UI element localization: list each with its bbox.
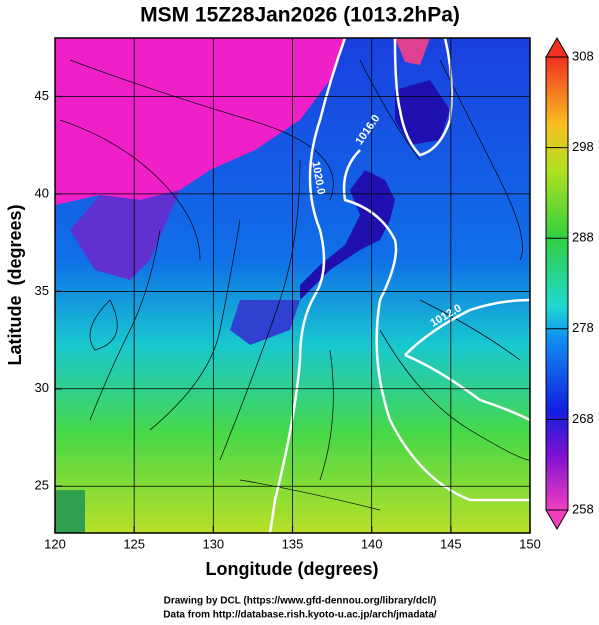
y-tick-label: 25 (35, 478, 49, 493)
colorbar-tick-label: 268 (572, 411, 594, 426)
colorbar (545, 56, 569, 511)
colorbar-tick-label: 278 (572, 320, 594, 335)
footer-line: Drawing by DCL (https://www.gfd-dennou.o… (164, 596, 437, 607)
x-axis-label: Longitude (degrees) (205, 559, 378, 579)
title: MSM 15Z28Jan2026 (1013.2hPa) (140, 4, 460, 27)
colorbar-tick-label: 258 (572, 501, 594, 516)
colorbar-tick-label: 298 (572, 139, 594, 154)
y-tick-label: 45 (35, 88, 49, 103)
footer-line: Data from http://database.rish.kyoto-u.a… (163, 610, 437, 621)
y-axis-label: Latitude (degrees) (5, 204, 25, 365)
contour-label: 1020.0 (309, 160, 327, 195)
y-tick-label: 30 (35, 380, 49, 395)
colorbar-tick-label: 308 (572, 48, 594, 63)
streamlines (59, 59, 530, 511)
x-tick-label: 150 (519, 536, 541, 551)
x-tick-label: 135 (282, 536, 304, 551)
x-tick-label: 125 (123, 536, 145, 551)
colorbar-cap (545, 37, 569, 58)
x-tick-label: 145 (440, 536, 462, 551)
colorbar-tick-label: 288 (572, 230, 594, 245)
x-tick-label: 130 (202, 536, 224, 551)
y-tick-label: 40 (35, 185, 49, 200)
x-tick-label: 140 (361, 536, 383, 551)
colorbar-cap (545, 509, 569, 530)
x-tick-label: 120 (44, 536, 66, 551)
y-tick-label: 35 (35, 283, 49, 298)
